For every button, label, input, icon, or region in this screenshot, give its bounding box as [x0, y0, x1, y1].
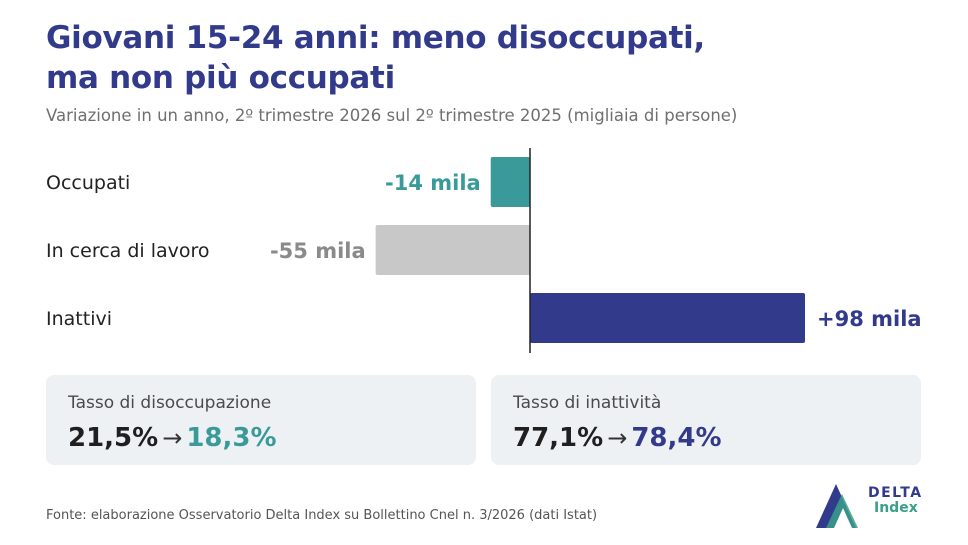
category-label-occupati: Occupati [46, 172, 130, 194]
unemployment-rate-from: 21,5% [68, 423, 159, 453]
arrow-right-icon: → [162, 424, 183, 452]
inactivity-rate-card: Tasso di inattività 77,1% → 78,4% [491, 375, 921, 465]
inactivity-rate-label: Tasso di inattività [513, 393, 662, 413]
unemployment-rate-to: 18,3% [186, 423, 277, 453]
value-label-inattivi: +98 mila [817, 307, 922, 331]
unemployment-rate-card: Tasso di disoccupazione 21,5% → 18,3% [46, 375, 476, 465]
logo-wordmark: DELTA Index [868, 486, 923, 516]
indicator-cards: Tasso di disoccupazione 21,5% → 18,3% Tass… [46, 375, 921, 465]
title-line-1: Giovani 15-24 anni: meno disoccupati, [46, 20, 705, 56]
unemployment-rate-label: Tasso di disoccupazione [68, 393, 272, 413]
unemployment-rate-values: 21,5% → 18,3% [68, 423, 277, 453]
arrow-right-icon: → [607, 424, 628, 452]
inactivity-rate-values: 77,1% → 78,4% [513, 423, 722, 453]
bar-chart: Occupati -14 mila In cerca di lavoro -55 mi… [46, 148, 922, 353]
bar-inattivi [530, 293, 805, 343]
category-label-inattivi: Inattivi [46, 308, 112, 330]
logo-line-1: DELTA [868, 485, 923, 501]
value-label-occupati: -14 mila [385, 171, 481, 195]
value-label-in-cerca-di-lavoro: -55 mila [270, 239, 366, 263]
source-note: Fonte: elaborazione Osservatorio Delta I… [46, 508, 598, 523]
bar-in-cerca-di-lavoro [375, 225, 530, 275]
chart-subtitle: Variazione in un anno, 2º trimestre 2026… [46, 106, 738, 125]
chart-title: Giovani 15-24 anni: meno disoccupati, ma… [46, 18, 906, 98]
logo-line-2: Index [874, 500, 918, 516]
inactivity-rate-to: 78,4% [631, 423, 722, 453]
delta-index-logo: DELTA Index [812, 480, 924, 532]
title-line-2: ma non più occupati [46, 60, 395, 96]
delta-triangle-icon [816, 484, 858, 528]
category-label-in-cerca-di-lavoro: In cerca di lavoro [46, 240, 210, 262]
bar-occupati [490, 157, 530, 207]
inactivity-rate-from: 77,1% [513, 423, 604, 453]
